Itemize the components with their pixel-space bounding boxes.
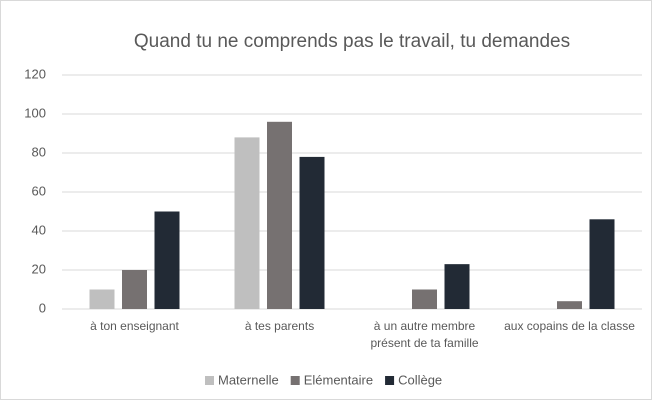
y-tick-label: 40 bbox=[32, 222, 46, 237]
legend-swatch bbox=[385, 376, 395, 385]
bar bbox=[234, 137, 260, 309]
bar bbox=[589, 219, 615, 309]
legend-swatch bbox=[205, 376, 214, 385]
x-tick-label: à tes parents bbox=[244, 319, 315, 333]
bar bbox=[299, 156, 325, 309]
bar bbox=[89, 289, 115, 309]
y-tick-label: 0 bbox=[39, 300, 46, 315]
y-tick-label: 60 bbox=[32, 183, 46, 198]
y-tick-label: 80 bbox=[32, 144, 46, 159]
chart-title: Quand tu ne comprends pas le travail, tu… bbox=[134, 31, 570, 52]
legend-label: Elémentaire bbox=[304, 372, 373, 387]
x-tick-label: à un autre membre présent de ta famille bbox=[370, 319, 479, 350]
x-tick-label: à ton enseignant bbox=[90, 319, 179, 333]
bar bbox=[444, 264, 470, 309]
x-tick-label: aux copains de la classe bbox=[504, 319, 635, 333]
bar bbox=[412, 289, 437, 309]
bar bbox=[122, 270, 147, 309]
legend-swatch bbox=[290, 376, 300, 385]
bar bbox=[557, 301, 582, 309]
bar bbox=[267, 121, 292, 309]
legend-label: Maternelle bbox=[218, 372, 279, 387]
y-tick-label: 120 bbox=[24, 66, 46, 81]
y-tick-label: 100 bbox=[24, 105, 46, 120]
bar bbox=[154, 211, 180, 309]
legend-label: Collège bbox=[398, 372, 442, 387]
y-tick-label: 20 bbox=[32, 261, 46, 276]
